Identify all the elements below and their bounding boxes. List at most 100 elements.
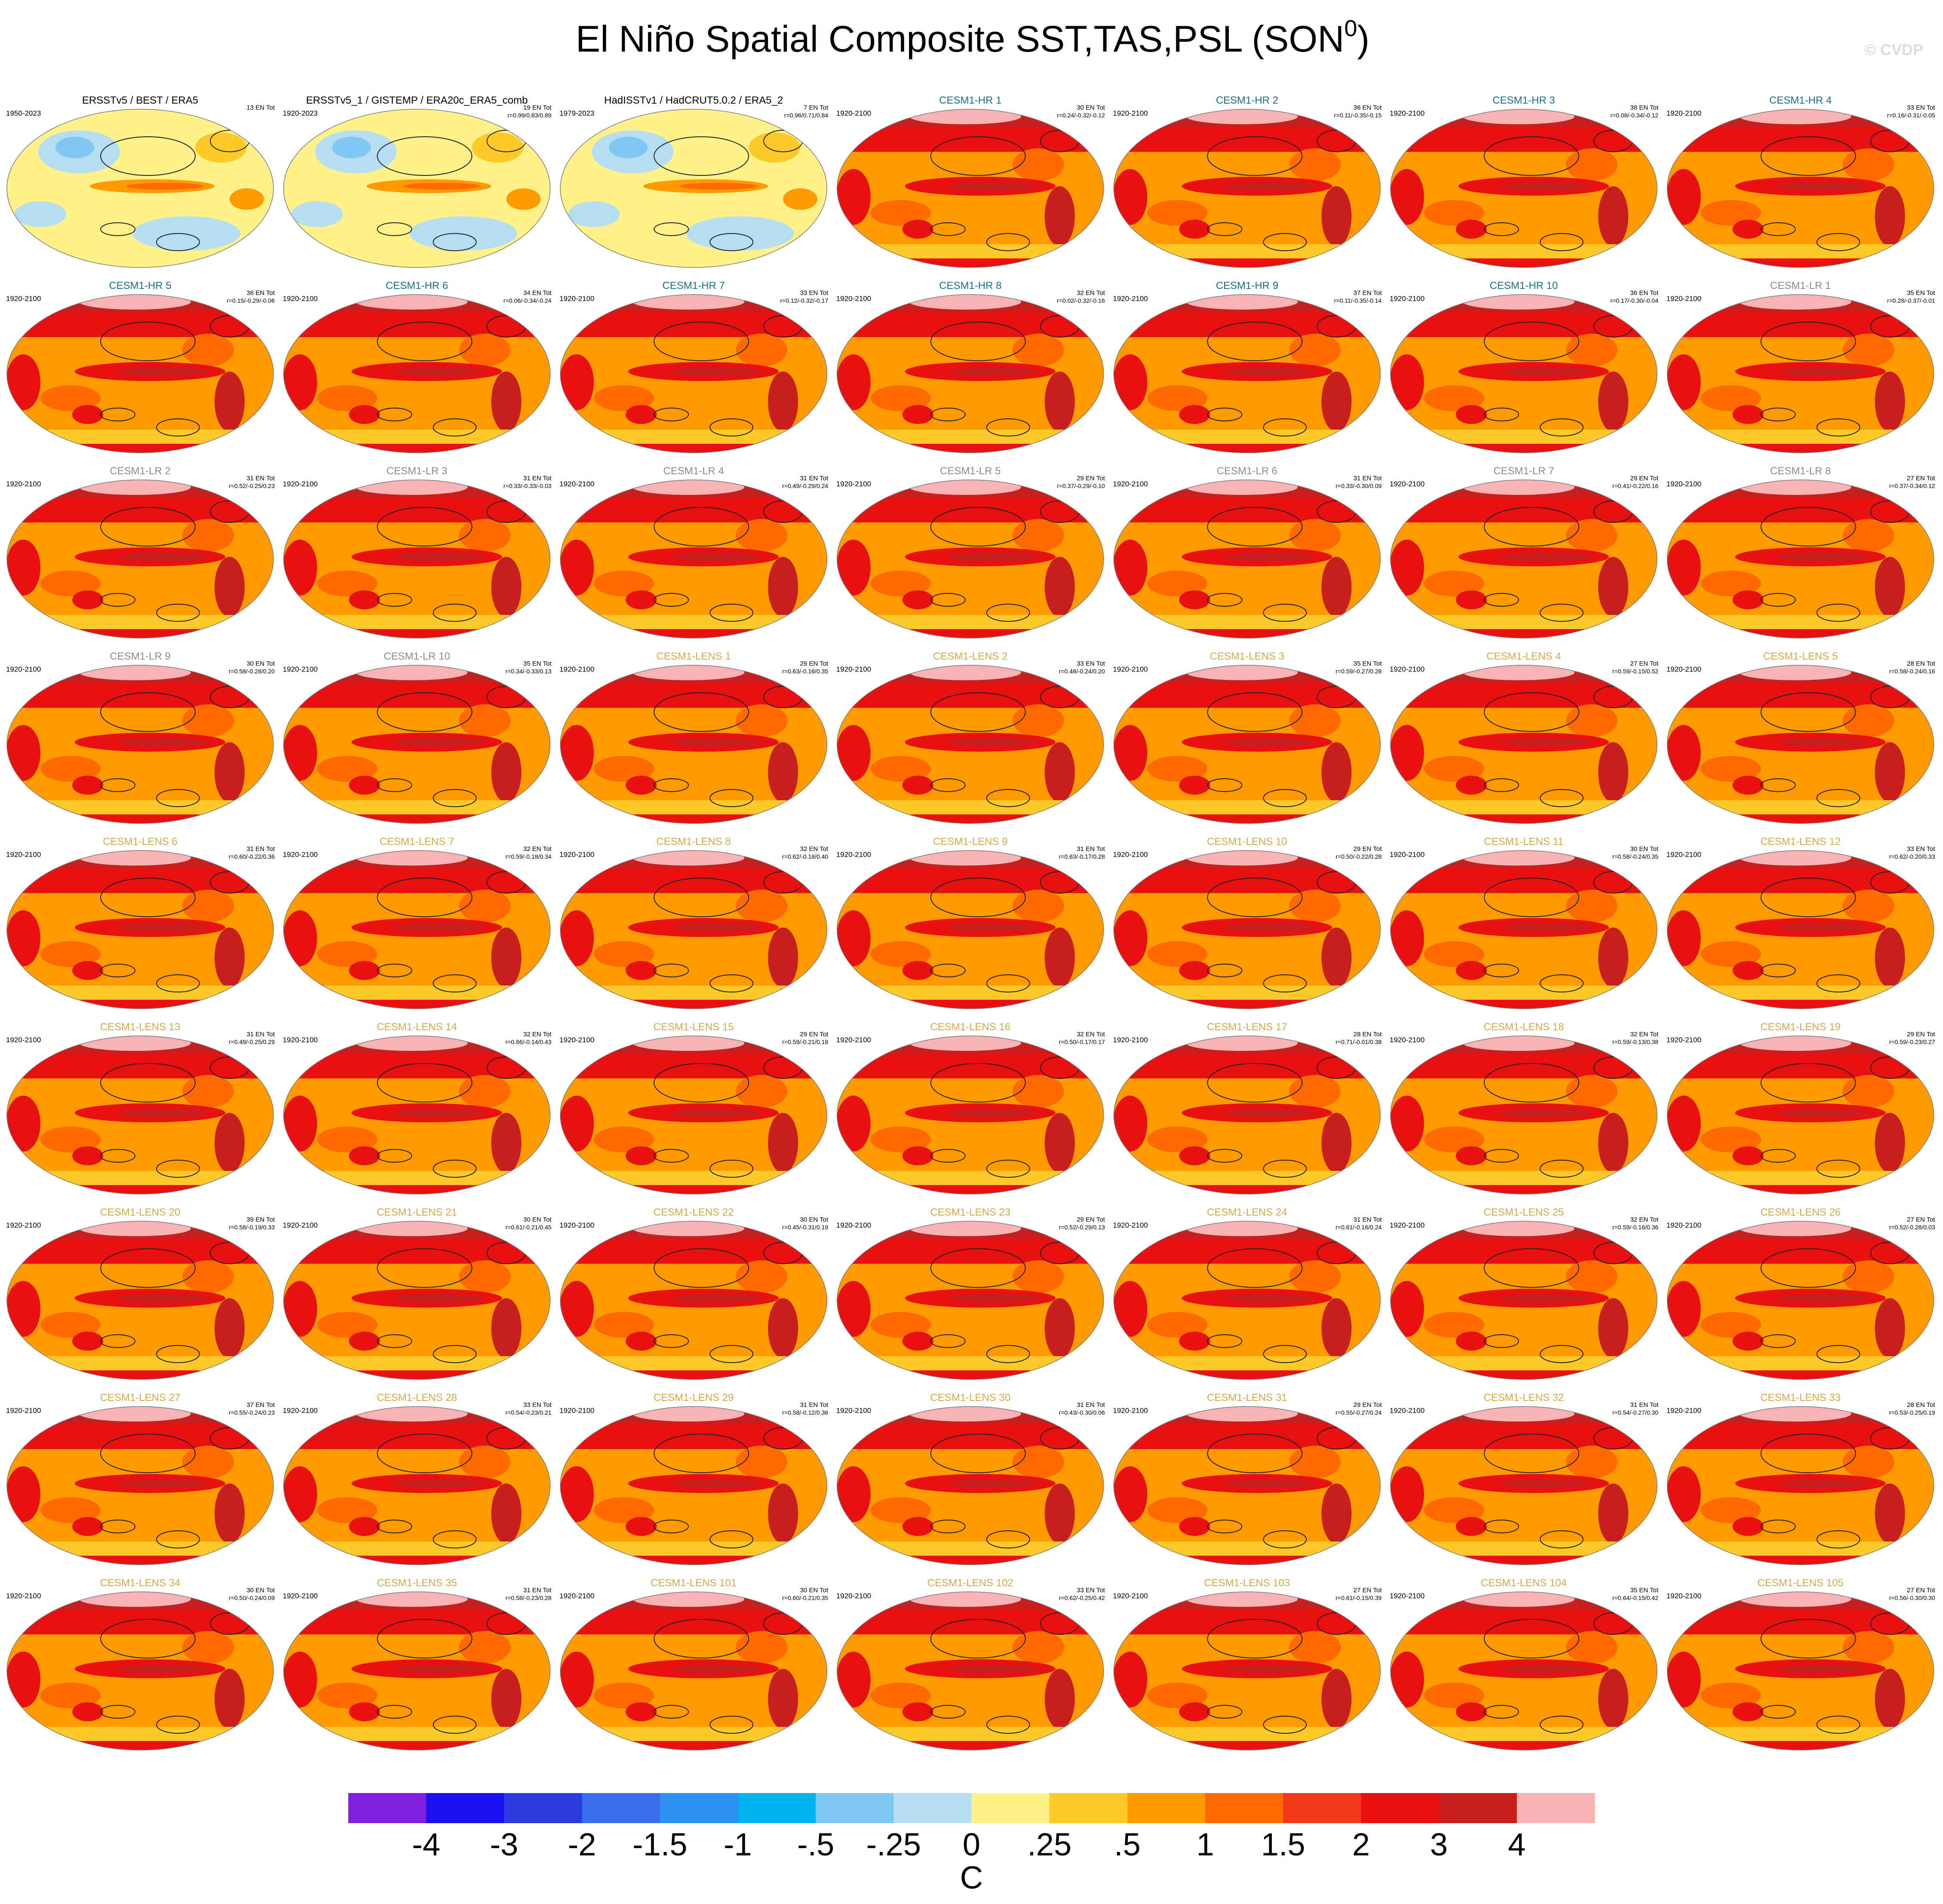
map-shading	[1390, 725, 1424, 781]
panel-count: 32 EN Tot	[1630, 1031, 1658, 1038]
map-shading	[870, 1312, 931, 1338]
map-shading	[1225, 182, 1315, 190]
pressure-contour	[377, 1334, 412, 1348]
map-shading	[560, 1281, 594, 1337]
pressure-contour	[100, 1705, 135, 1719]
map-shading	[1044, 1298, 1075, 1358]
panel-title: CESM1-HR 9	[1216, 280, 1278, 292]
map-shading	[837, 1556, 1104, 1565]
map-shading	[1778, 1479, 1869, 1488]
map-shading	[1778, 1294, 1869, 1302]
map-shading	[349, 1517, 380, 1536]
map-shading	[1321, 557, 1352, 617]
map-shading	[1456, 1146, 1487, 1165]
panel: CESM1-LENS 4 1920-2100 27 EN Totr=0.59/-0.…	[1390, 651, 1659, 824]
map-shading	[283, 1466, 317, 1522]
panel-title: CESM1-LR 5	[940, 465, 1001, 477]
colorbar-label: -4	[412, 1827, 440, 1862]
map-outline	[1667, 479, 1934, 639]
pressure-contour	[654, 507, 749, 547]
map-shading	[1501, 182, 1592, 190]
map-outline	[1390, 1406, 1658, 1565]
map-shading	[560, 814, 827, 823]
map	[1114, 1036, 1381, 1194]
map-outline	[283, 294, 551, 453]
panel-period: 1920-2100	[1667, 1036, 1701, 1044]
pressure-contour	[930, 136, 1026, 176]
panel-count: 33 EN Tot	[523, 1401, 552, 1409]
map-shading	[1424, 941, 1484, 967]
map-shading	[332, 137, 371, 158]
panel-title: CESM1-LENS 20	[100, 1207, 181, 1218]
map-shading	[215, 927, 245, 988]
map-shading	[7, 1096, 40, 1152]
panel-title: CESM1-LENS 3	[1210, 651, 1284, 662]
colorbar-box	[582, 1793, 660, 1823]
pressure-contour	[986, 1160, 1030, 1178]
pressure-contour	[986, 1716, 1030, 1734]
pressure-contour	[1540, 604, 1584, 622]
pressure-contour	[930, 408, 966, 421]
panel-stats: r=0.16/-0.31/-0.05	[1887, 112, 1935, 119]
panel: CESM1-HR 2 1920-2100 36 EN Totr=0.11/-0.35…	[1113, 95, 1382, 268]
map-shading	[118, 1664, 208, 1673]
map-shading	[118, 553, 208, 561]
pressure-contour	[100, 1619, 196, 1658]
map	[837, 1036, 1104, 1194]
panel-count: 31 EN Tot	[1077, 845, 1105, 853]
panel: CESM1-LENS 35 1920-2100 31 EN Totr=0.58/-0…	[283, 1577, 552, 1750]
map-shading	[394, 1294, 485, 1302]
map-shading	[560, 1096, 594, 1152]
pressure-contour	[1760, 692, 1856, 732]
panel-stats: r=0.58/-0.12/0.36	[782, 1409, 828, 1416]
pressure-contour	[930, 507, 1026, 547]
panel-stats: r=0.61/-0.21/0.45	[506, 1224, 552, 1231]
map-shading	[1390, 169, 1424, 225]
map-shading	[1179, 405, 1210, 424]
panel-period: 1979-2023	[559, 109, 594, 117]
pressure-contour	[377, 964, 412, 977]
map-shading	[7, 1281, 40, 1337]
pressure-contour	[1484, 1063, 1579, 1102]
map-shading	[394, 1479, 485, 1488]
map-shading	[1114, 629, 1381, 638]
panel-count: 36 EN Tot	[1630, 289, 1658, 297]
map-shading	[1598, 186, 1628, 246]
panel: CESM1-LENS 32 1920-2100 31 EN Totr=0.54/-0…	[1390, 1392, 1659, 1565]
panel-stats: r=0.96/0.71/0.84	[784, 112, 829, 119]
map-shading	[1225, 738, 1315, 746]
panel-title: CESM1-LENS 29	[654, 1392, 734, 1403]
map-shading	[1667, 169, 1701, 225]
map-outline	[1667, 665, 1934, 824]
panel-period: 1920-2100	[1390, 109, 1424, 117]
map-shading	[1044, 742, 1075, 802]
map-shading	[909, 480, 1021, 495]
map-shading	[560, 1000, 827, 1009]
panel: ERSSTv5_1 / GISTEMP / ERA20c_ERA5_comb19…	[283, 95, 552, 268]
panel: CESM1-LR 1 1920-2100 35 EN Totr=0.28/-0.37…	[1667, 280, 1935, 453]
panel: CESM1-LENS 5 1920-2100 28 EN Totr=0.58/-0.…	[1667, 651, 1935, 824]
pressure-contour	[1484, 136, 1579, 176]
map-shading	[902, 1146, 933, 1165]
panel-count: 19 EN Tot	[523, 104, 552, 111]
panel-period: 1920-2100	[283, 480, 318, 488]
map-shading	[55, 137, 94, 158]
map	[7, 665, 273, 823]
map-shading	[317, 941, 378, 967]
panel-title: CESM1-LR 7	[1493, 465, 1554, 477]
pressure-contour	[1484, 1248, 1579, 1288]
pressure-contour	[1484, 878, 1579, 917]
pressure-contour	[930, 222, 966, 236]
map-outline	[837, 850, 1104, 1009]
panel: CESM1-LENS 10 1920-2100 29 EN Totr=0.50/-0…	[1113, 836, 1382, 1009]
pressure-contour	[986, 1345, 1030, 1363]
map-shading	[594, 756, 654, 782]
panel: CESM1-LENS 101 1920-2100 30 EN Totr=0.60/-…	[559, 1577, 829, 1750]
map-shading	[356, 1407, 468, 1422]
map-shading	[870, 571, 931, 596]
map-shading	[1463, 665, 1575, 680]
map-shading	[1114, 1281, 1148, 1337]
panel-count: 30 EN Tot	[1630, 845, 1658, 853]
pressure-contour	[100, 878, 196, 917]
pressure-contour	[433, 233, 477, 251]
